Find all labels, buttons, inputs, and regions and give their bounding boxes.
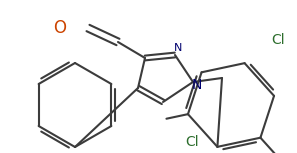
Text: Cl: Cl: [185, 135, 199, 149]
Text: N: N: [192, 78, 202, 92]
Text: O: O: [53, 19, 67, 37]
Text: Cl: Cl: [271, 33, 285, 47]
Text: N: N: [174, 43, 182, 53]
